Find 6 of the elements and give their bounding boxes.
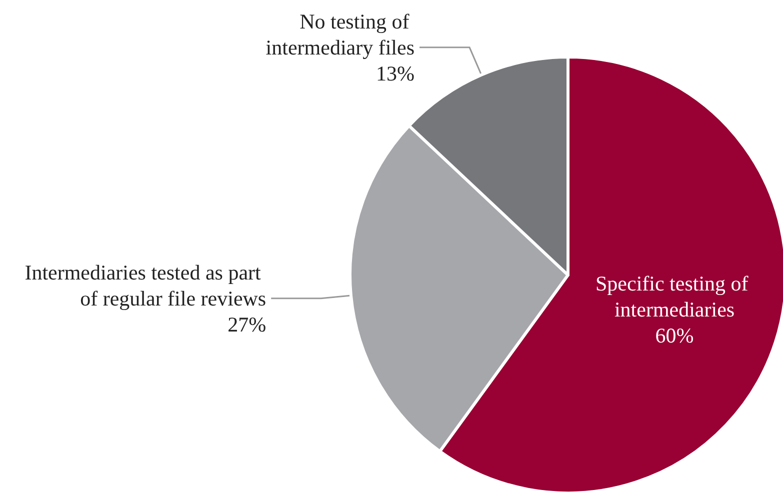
data-label: 27%: [228, 312, 266, 336]
slice-label: Intermediaries tested as part of regular file reviews: [24, 260, 266, 310]
slice-label: Specific testing of intermediaries: [595, 272, 754, 322]
data-label: 60%: [655, 324, 694, 348]
data-label: 13%: [376, 61, 415, 86]
slice-label: No testing of intermediary files: [266, 9, 415, 60]
